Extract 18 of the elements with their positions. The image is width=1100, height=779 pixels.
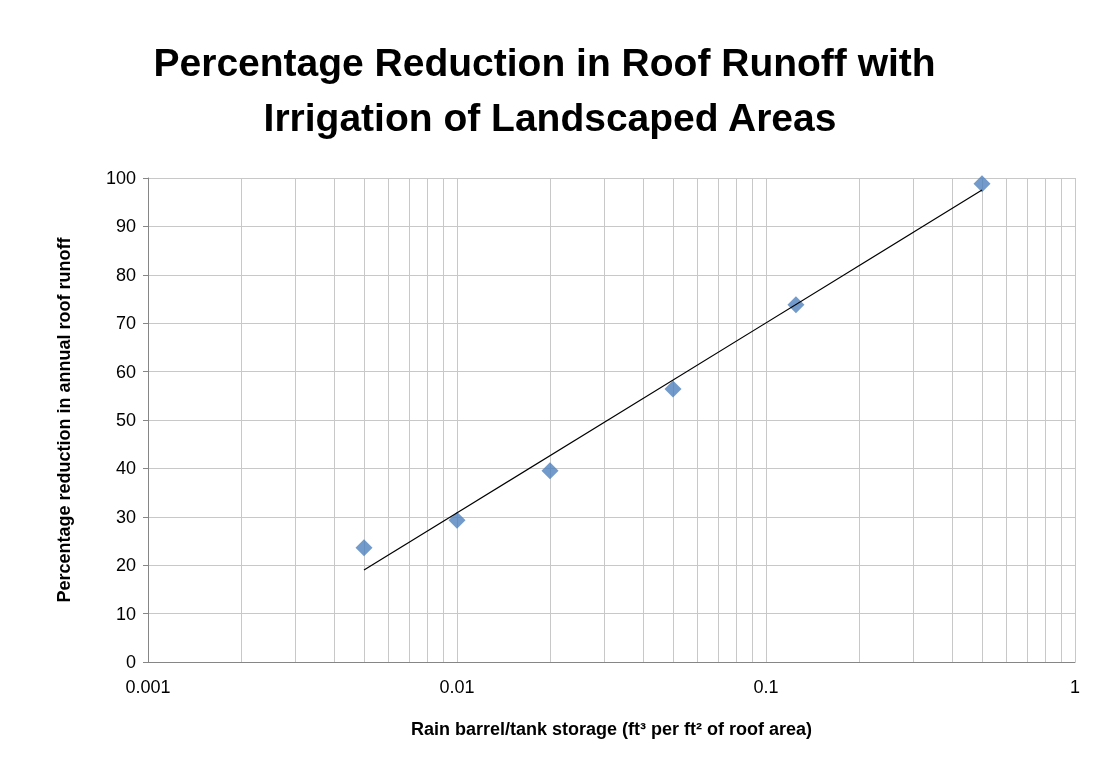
y-tick-label: 100	[105, 168, 136, 188]
x-tick-label: 0.1	[753, 677, 779, 697]
y-tick-label: 70	[115, 313, 136, 334]
y-tick-label: 10	[115, 603, 136, 624]
y-axis-title: Percentage reduction in annual roof runoff	[54, 236, 74, 603]
y-tick-label: 0	[125, 652, 136, 672]
x-tick-label: 0.01	[439, 677, 475, 697]
chart-title: Percentage Reduction in Roof Runoff with Irrigation of Landscaped Areas	[153, 41, 947, 139]
y-tick-label: 20	[115, 555, 136, 576]
x-tick-label: 0.001	[125, 677, 171, 697]
y-tick-label: 90	[115, 216, 136, 237]
y-tick-label: 40	[115, 458, 136, 479]
y-tick-label: 30	[115, 506, 136, 527]
x-axis-title: Rain barrel/tank storage (ft³ per ft² of roof area)	[410, 719, 813, 739]
y-tick-label: 80	[115, 264, 136, 285]
y-tick-label: 60	[115, 361, 136, 382]
y-tick-label: 50	[115, 410, 136, 430]
x-tick-label: 1	[1069, 677, 1081, 697]
